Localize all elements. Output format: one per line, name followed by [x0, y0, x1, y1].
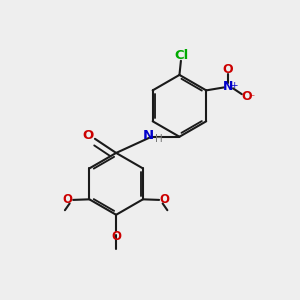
Text: O: O [111, 230, 121, 243]
Text: Cl: Cl [174, 49, 189, 62]
Text: O: O [159, 194, 170, 206]
Text: H: H [155, 134, 163, 144]
Text: N: N [223, 80, 233, 93]
Text: O: O [63, 194, 73, 206]
Text: N: N [143, 129, 154, 142]
Text: O: O [83, 129, 94, 142]
Text: +: + [230, 81, 238, 90]
Text: O: O [241, 90, 252, 103]
Text: O: O [222, 63, 233, 76]
Text: ⁻: ⁻ [250, 94, 255, 103]
